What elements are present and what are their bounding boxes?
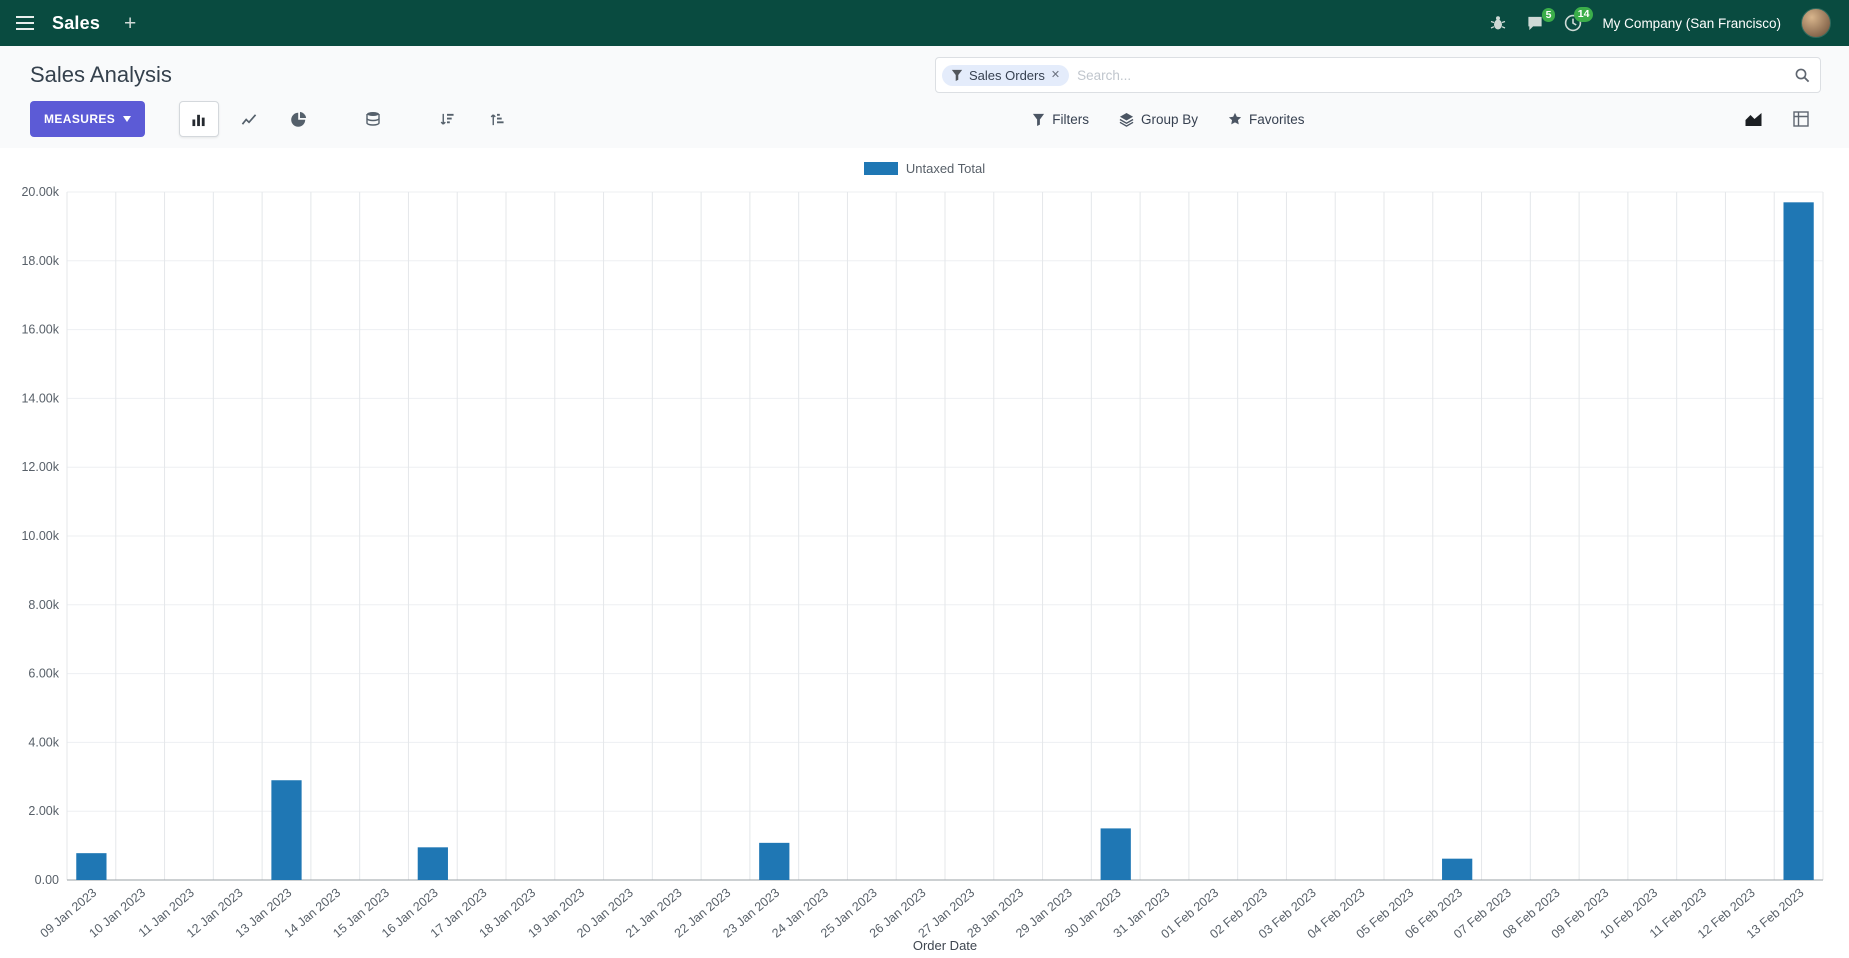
y-tick-label: 0.00: [35, 873, 59, 887]
sort-descending-button[interactable]: [427, 101, 467, 137]
layers-icon: [1119, 112, 1134, 127]
y-tick-label: 10.00k: [21, 529, 59, 543]
bar-chart-button[interactable]: [179, 101, 220, 137]
top-navbar: Sales + 5 14 My Company (San Francisco): [0, 0, 1849, 46]
sort-ascending-button[interactable]: [477, 101, 517, 137]
filters-label: Filters: [1052, 111, 1089, 127]
pivot-table-icon: [1793, 111, 1809, 127]
y-tick-label: 12.00k: [21, 460, 59, 474]
debug-button[interactable]: [1490, 15, 1506, 31]
search-bar: Sales Orders ✕: [935, 57, 1821, 93]
group-by-label: Group By: [1140, 111, 1198, 127]
y-tick-label: 4.00k: [28, 735, 59, 749]
y-tick-label: 18.00k: [21, 254, 59, 268]
filters-funnel-icon: [1032, 113, 1045, 126]
search-input[interactable]: [1077, 67, 1786, 83]
facet-label: Sales Orders: [969, 67, 1045, 83]
caret-down-icon: [123, 116, 132, 122]
search-icon: [1794, 67, 1810, 83]
facet-remove-button[interactable]: ✕: [1050, 68, 1061, 81]
chart-bar[interactable]: [271, 780, 302, 880]
bar-chart-icon: [191, 112, 207, 127]
search-facet-sales-orders[interactable]: Sales Orders ✕: [942, 64, 1070, 86]
y-tick-label: 16.00k: [21, 323, 59, 337]
graph-view-button[interactable]: [1733, 103, 1773, 135]
chart-bar[interactable]: [1783, 202, 1814, 880]
y-tick-label: 2.00k: [28, 804, 59, 818]
y-tick-label: 14.00k: [21, 391, 59, 405]
activities-button[interactable]: 14: [1564, 7, 1594, 32]
avatar[interactable]: [1801, 8, 1831, 38]
bug-icon: [1490, 15, 1506, 31]
x-axis-title: Order Date: [913, 938, 977, 953]
chart-bar[interactable]: [417, 847, 448, 880]
favorites-label: Favorites: [1249, 111, 1305, 127]
group-by-button[interactable]: Group By: [1119, 112, 1198, 127]
pivot-view-button[interactable]: [1781, 103, 1821, 135]
sort-ascending-icon: [489, 112, 505, 127]
legend-item-untaxed-total[interactable]: Untaxed Total: [0, 158, 1849, 178]
area-chart-icon: [1744, 111, 1763, 127]
hamburger-icon: [16, 16, 34, 30]
measures-label: MEASURES: [44, 112, 116, 126]
line-chart-button[interactable]: [229, 101, 269, 137]
apps-menu-button[interactable]: [16, 16, 34, 30]
chart-bar[interactable]: [76, 853, 107, 880]
chart-bar[interactable]: [1442, 858, 1473, 880]
chart-area: Untaxed Total 0.00 2.00k 4.00k 6.00k 8.00k 10…: [0, 148, 1849, 958]
filters-button[interactable]: Filters: [1032, 112, 1089, 127]
chat-bubble-icon: [1526, 15, 1544, 32]
favorites-button[interactable]: Favorites: [1228, 112, 1305, 127]
new-tab-button[interactable]: +: [124, 11, 137, 35]
sort-descending-icon: [439, 112, 455, 127]
company-menu[interactable]: My Company (San Francisco): [1602, 15, 1781, 31]
chart-bar[interactable]: [1100, 828, 1131, 880]
stacked-toggle-button[interactable]: [353, 101, 393, 137]
y-tick-label: 8.00k: [28, 598, 59, 612]
stack-database-icon: [365, 111, 381, 127]
activities-badge: 14: [1573, 7, 1594, 22]
line-chart-icon: [241, 112, 257, 127]
filter-funnel-icon: [951, 69, 963, 81]
pie-chart-icon: [291, 111, 307, 127]
measures-button[interactable]: MEASURES: [30, 101, 146, 137]
chart-bar[interactable]: [759, 842, 790, 880]
sales-analysis-bar-chart: 0.00 2.00k 4.00k 6.00k 8.00k 10.00k 12.00k 14.0…: [21, 185, 1824, 953]
legend-label: Untaxed Total: [905, 160, 986, 176]
star-icon: [1228, 112, 1242, 126]
messages-badge: 5: [1541, 7, 1556, 23]
y-tick-label: 6.00k: [28, 667, 59, 681]
page-title: Sales Analysis: [30, 62, 172, 87]
messages-button[interactable]: 5: [1526, 7, 1556, 32]
y-tick-label: 20.00k: [21, 185, 59, 199]
control-panel: Sales Analysis Sales Orders ✕ MEASURES: [0, 46, 1849, 148]
app-title[interactable]: Sales: [52, 12, 101, 33]
clock-icon: [1564, 14, 1582, 32]
legend-swatch: [863, 161, 898, 175]
pie-chart-button[interactable]: [279, 101, 319, 137]
